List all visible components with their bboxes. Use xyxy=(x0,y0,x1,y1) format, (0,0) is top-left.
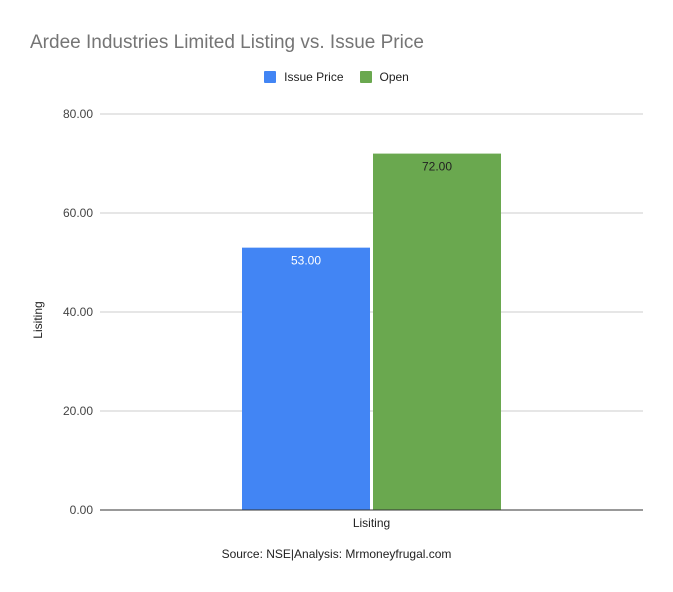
y-tick-label: 60.00 xyxy=(63,206,93,220)
data-label: 53.00 xyxy=(291,254,321,268)
data-label: 72.00 xyxy=(422,160,452,174)
source-note: Source: NSE|Analysis: Mrmoneyfrugal.com xyxy=(221,547,452,561)
bar-open xyxy=(373,153,501,510)
bar-issue-price xyxy=(242,247,370,510)
chart-title: Ardee Industries Limited Listing vs. Iss… xyxy=(30,32,424,53)
y-tick-label: 20.00 xyxy=(63,404,93,418)
legend-item-issue-price: Issue Price xyxy=(264,70,344,84)
y-tick-label: 40.00 xyxy=(63,305,93,319)
legend-swatch-open xyxy=(359,71,372,83)
y-axis-label: Lisiting xyxy=(31,301,45,338)
legend-item-open: Open xyxy=(359,70,409,84)
legend-swatch-issue-price xyxy=(264,71,277,83)
legend-label-issue-price: Issue Price xyxy=(284,70,344,84)
y-tick-label: 80.00 xyxy=(63,107,93,121)
legend: Issue Price Open xyxy=(0,70,673,84)
y-tick-label: 0.00 xyxy=(70,503,94,517)
x-category-label: Lisiting xyxy=(353,516,390,530)
legend-label-open: Open xyxy=(379,70,409,84)
